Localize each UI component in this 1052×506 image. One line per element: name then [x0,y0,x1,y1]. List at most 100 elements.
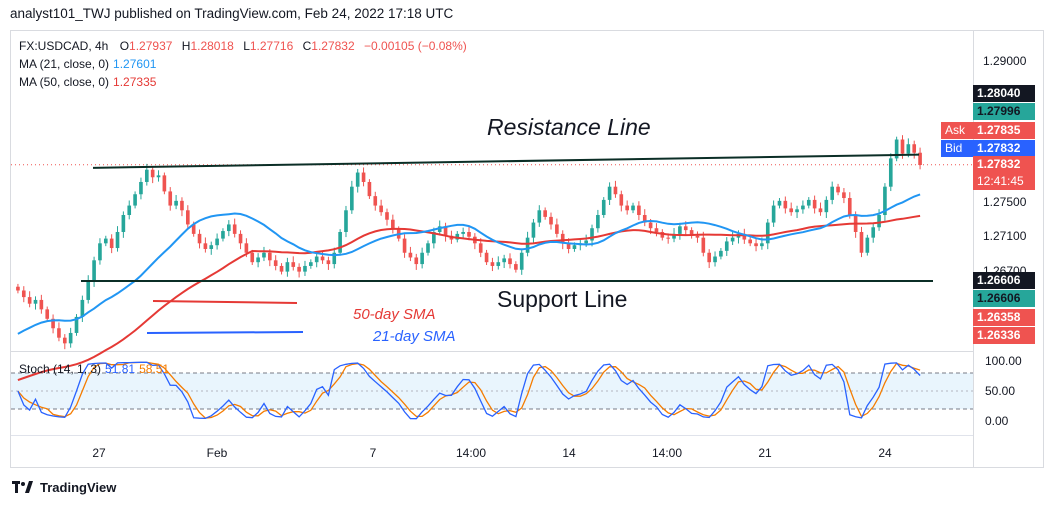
candle-body [391,219,395,230]
candle-body [338,231,342,253]
candle-body [285,262,290,272]
candle-body [765,222,770,244]
candle-body [771,205,776,223]
countdown-label: 12:41:45 [977,174,1024,188]
sma50-key-line [152,300,298,304]
candle-body [555,224,559,234]
candle-body [227,224,231,232]
candle-body [877,215,881,228]
candle-body [256,257,260,263]
candle-body [783,200,788,209]
price-tick-label: 1.27100 [983,229,1027,243]
candle-body [678,226,682,234]
tradingview-brand: TradingView [40,480,117,495]
candle-body [859,231,864,253]
price-badge-tag-label: Bid [945,141,962,155]
candle-body [912,144,917,153]
candle-body [795,209,799,213]
candle-body [432,231,436,244]
candle-body [865,237,870,253]
price-badge [973,272,1035,289]
pane-separator [11,351,973,352]
candle-body [250,252,255,263]
candle-body [133,194,137,206]
candle-body [689,230,694,236]
candle-body [221,231,225,239]
price-badge [973,290,1035,307]
candle-body [144,169,149,182]
tradingview-footer[interactable]: TradingView [12,480,116,495]
candle-body [45,309,50,319]
price-badge-label: 1.27835 [977,123,1021,137]
candle-body [478,243,483,253]
time-axis-label: 21 [758,446,772,460]
candle-body [660,231,665,238]
ma21-value: 1.27601 [113,57,157,71]
stoch-tick-label: 100.00 [985,354,1022,368]
stoch-tick-label: 0.00 [985,414,1009,428]
candle-body [361,172,366,182]
candle-body [344,210,348,232]
candle-body [162,175,167,192]
candle-body [888,158,893,187]
tradingview-logo-icon [12,481,33,493]
candle-body [695,235,700,238]
candle-body [309,262,313,266]
candle-body [238,233,243,244]
candle-body [883,186,887,216]
candle-body [21,290,26,298]
candle-body [842,192,846,199]
candle-body [68,332,73,344]
price-badge [973,327,1035,344]
candle-body [637,205,641,216]
stoch-d-line [17,361,921,419]
ma21-line [17,193,921,335]
ma50-label: MA (50, close, 0) [19,75,110,89]
price-badge [973,103,1035,120]
close-label: C [302,39,312,53]
candle-body [918,152,922,165]
candle-body [461,231,465,234]
candle-body [654,228,659,232]
candle-body [385,212,389,220]
candle-body [830,186,835,200]
price-badge-label: 1.28040 [977,86,1021,100]
candle-body [812,199,817,209]
candle-body [262,252,266,258]
candle-body [332,252,337,265]
candle-body [62,337,67,344]
candle-body [801,205,805,210]
low-value: 1.27716 [249,39,294,53]
price-tick-label: 1.27500 [983,195,1027,209]
change-value: −0.00105 (−0.08%) [364,39,467,53]
price-badge-tag-label: Ask [945,123,966,137]
time-axis-label: Feb [207,446,228,460]
candle-body [566,243,571,249]
price-tick-label: 1.29000 [983,54,1027,68]
publisher-header: analyst101_TWJ published on TradingView.… [10,6,454,21]
chart-frame[interactable]: Resistance Line Support Line 50-day SMA 21-… [10,30,1044,468]
candle-body [303,265,307,272]
candle-body [906,144,911,154]
candle-body [648,222,653,229]
candle-body [414,257,419,265]
candle-body [590,228,594,241]
candle-body [291,262,296,267]
symbol-legend: FX:USDCAD, 4h O1.27937 H1.28018 L1.27716… [19,39,467,53]
candle-body [51,318,55,329]
candle-body [139,181,143,195]
candle-body [754,243,758,247]
candle-body [789,208,794,213]
price-badge-label: 1.26336 [977,328,1021,342]
candle-body [109,238,114,249]
price-badge-label: 1.26606 [977,273,1021,287]
candle-body [871,227,876,238]
high-label: H [181,39,191,53]
resistance-label: Resistance Line [487,114,651,140]
candle-body [748,239,753,244]
candle-body [39,299,44,310]
candle-body [273,260,278,266]
chart-canvas[interactable]: Resistance Line Support Line 50-day SMA 21-… [11,31,1044,468]
candle-body [619,194,624,206]
candle-body [560,233,565,244]
